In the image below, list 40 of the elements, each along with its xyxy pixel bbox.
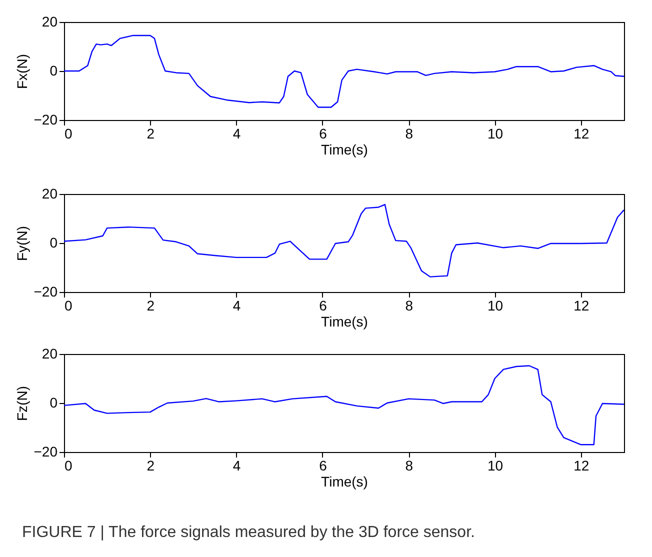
y-tick-label: −20 xyxy=(34,284,58,300)
x-tick-label: 4 xyxy=(232,458,241,474)
line-series xyxy=(64,365,624,446)
y-tick-label: 0 xyxy=(50,62,58,78)
line-series xyxy=(64,204,624,278)
x-tick-label: 10 xyxy=(487,458,504,474)
x-tick-label: 4 xyxy=(232,298,241,314)
y-tick-label: 20 xyxy=(42,186,58,202)
y-axis-title: Fz(N) xyxy=(14,386,30,421)
x-axis-title: Time(s) xyxy=(321,474,368,490)
x-tick-label: 10 xyxy=(487,298,504,314)
y-tick-label: −20 xyxy=(34,112,58,128)
x-tick-label: 12 xyxy=(574,458,590,474)
x-tick-label: 0 xyxy=(64,126,72,142)
y-tick-label: −20 xyxy=(34,444,58,460)
x-tick-label: 6 xyxy=(319,458,328,474)
x-tick-label: 2 xyxy=(146,458,155,474)
x-tick-label: 2 xyxy=(146,298,155,314)
y-tick-label: 20 xyxy=(42,14,58,30)
x-axis-title: Time(s) xyxy=(321,314,368,330)
x-tick-label: 0 xyxy=(64,298,72,314)
y-tick-label: 20 xyxy=(42,346,58,362)
x-tick-label: 0 xyxy=(64,458,72,474)
x-tick-label: 12 xyxy=(574,298,590,314)
x-tick-label: 4 xyxy=(232,126,241,142)
x-tick-label: 10 xyxy=(487,126,504,142)
x-axis-title: Time(s) xyxy=(321,142,368,158)
x-tick-label: 8 xyxy=(405,298,414,314)
y-tick-label: 0 xyxy=(50,394,58,410)
x-tick-label: 6 xyxy=(319,298,328,314)
x-tick-label: 8 xyxy=(405,458,414,474)
y-axis-title: Fx(N) xyxy=(14,54,30,89)
caption: FIGURE 7 | The force signals measured by the 3D force sensor. xyxy=(22,524,475,542)
x-tick-label: 8 xyxy=(405,126,414,142)
x-tick-label: 2 xyxy=(146,126,155,142)
x-tick-label: 6 xyxy=(319,126,328,142)
y-axis-title: Fy(N) xyxy=(14,226,30,261)
y-tick-label: 0 xyxy=(50,234,58,250)
line-series xyxy=(64,34,624,108)
x-tick-label: 12 xyxy=(574,126,590,142)
